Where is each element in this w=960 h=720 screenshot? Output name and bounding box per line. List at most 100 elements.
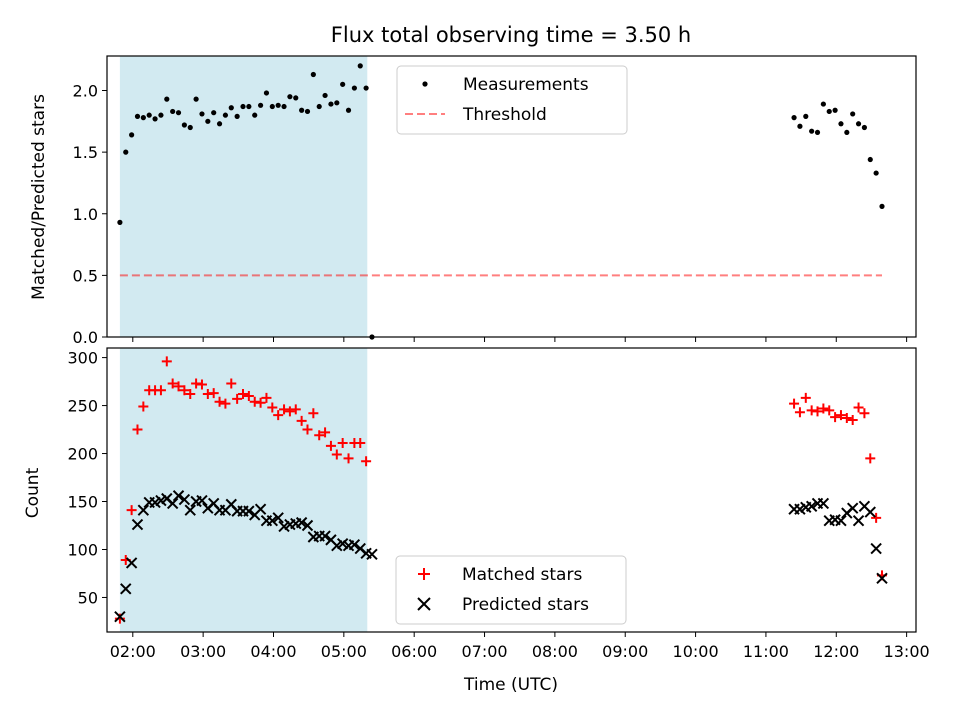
matched-stars-point <box>812 406 823 417</box>
matched-stars-point <box>138 401 149 412</box>
bottom-y-axis-label: Count <box>23 467 43 518</box>
predicted-stars-point <box>178 493 191 506</box>
predicted-stars-point <box>125 557 138 569</box>
matched-stars-point <box>179 385 190 396</box>
measurement-point <box>129 132 135 138</box>
axes-frame <box>106 55 917 338</box>
y-tick-label: 200 <box>67 445 98 464</box>
matched-stars-point <box>830 412 841 423</box>
predicted-stars-point <box>137 504 150 516</box>
matched-stars-point <box>284 406 295 417</box>
matched-stars-point <box>220 398 231 409</box>
predicted-stars-point <box>243 505 255 517</box>
y-tick-label: 150 <box>67 493 98 512</box>
matched-stars-point <box>835 410 846 421</box>
measurement-point <box>146 112 152 118</box>
y-tick-label: 0.5 <box>73 266 98 285</box>
measurement-point <box>193 96 199 102</box>
measurement-point <box>838 121 844 127</box>
matched-stars-point <box>167 378 178 389</box>
legend-box <box>396 65 628 135</box>
measurement-point <box>826 108 832 115</box>
measurement-point <box>363 85 369 91</box>
top-panel: 0.0 0.5 1.0 1.5 2.0 Measurements Threshold <box>73 55 917 347</box>
measurement-point <box>814 129 821 136</box>
matched-stars-point <box>214 396 225 407</box>
matched-stars-point <box>273 410 284 421</box>
measurement-point <box>117 219 123 225</box>
matched-stars-point <box>161 356 172 367</box>
predicted-stars-point <box>817 497 830 510</box>
y-tick-label: 1.5 <box>73 143 98 162</box>
measurement-point <box>850 111 856 117</box>
measurement-point <box>134 113 141 119</box>
measurement-point <box>123 149 129 155</box>
x-tick-label: 03:00 <box>180 642 226 661</box>
predicted-stars-point <box>876 572 888 584</box>
matched-stars-point <box>155 385 166 396</box>
top-y-axis-label: Matched/Predicted stars <box>29 94 49 300</box>
matched-stars-point <box>824 405 835 416</box>
matched-stars-point <box>355 437 366 448</box>
predicted-stars-point <box>366 548 378 560</box>
measurement-point <box>351 85 357 91</box>
series-measurements <box>117 63 885 340</box>
measurement-point <box>879 203 885 209</box>
x-tick-label: 06:00 <box>391 642 437 661</box>
measurement-point <box>170 108 176 115</box>
y-tick-label: 250 <box>67 397 98 416</box>
measurement-point <box>791 115 797 121</box>
matched-stars-point <box>296 415 307 426</box>
measurement-point <box>316 103 322 110</box>
measurement-point <box>310 71 316 78</box>
predicted-stars-point <box>852 514 865 527</box>
matched-stars-point <box>320 427 331 438</box>
x-tick-label: 13:00 <box>884 642 930 661</box>
measurement-point <box>269 103 275 110</box>
measurement-point <box>228 105 234 111</box>
x-tick-label: 04:00 <box>250 642 296 661</box>
measurement-point <box>199 111 205 117</box>
predicted-stars-point <box>266 514 279 527</box>
x-tick-label: 11:00 <box>743 642 789 661</box>
measurement-point <box>164 96 170 102</box>
measurement-point <box>287 94 293 100</box>
measurement-point <box>855 121 862 127</box>
measurement-point <box>820 101 826 107</box>
matched-stars-point <box>818 403 829 414</box>
measurement-point <box>322 92 328 99</box>
matched-stars-point <box>226 378 237 389</box>
legend: Measurements Threshold <box>396 65 628 135</box>
matched-stars-point <box>314 430 325 441</box>
legend-matched-swatch <box>418 568 430 580</box>
measurement-point <box>293 95 299 101</box>
measurement-point <box>140 115 146 121</box>
measurement-point <box>216 121 223 127</box>
measurement-point <box>222 112 229 118</box>
x-tick-label: 08:00 <box>532 642 578 661</box>
measurement-point <box>357 63 363 69</box>
matched-stars-point <box>261 392 272 403</box>
matched-stars-point <box>243 390 254 401</box>
measurement-point <box>275 102 281 108</box>
measurement-point <box>809 128 815 134</box>
matched-stars-point <box>841 413 852 424</box>
x-tick-label: 12:00 <box>813 642 859 661</box>
x-tick-label: 07:00 <box>461 642 507 661</box>
matched-stars-point <box>308 408 319 419</box>
predicted-stars-point <box>272 512 284 524</box>
predicted-stars-point <box>254 503 267 515</box>
predicted-stars-point <box>166 497 179 510</box>
measurement-point <box>873 170 879 176</box>
matched-stars-point <box>800 392 811 403</box>
predicted-stars-point <box>846 502 859 514</box>
axes-frame <box>106 347 917 633</box>
y-tick-label: 100 <box>67 540 98 559</box>
matched-stars-point <box>325 440 336 451</box>
measurement-point <box>861 124 868 131</box>
predicted-stars-point <box>835 514 847 527</box>
matched-stars-point <box>343 453 354 464</box>
predicted-stars-point <box>805 500 818 513</box>
matched-stars-point <box>331 449 342 460</box>
